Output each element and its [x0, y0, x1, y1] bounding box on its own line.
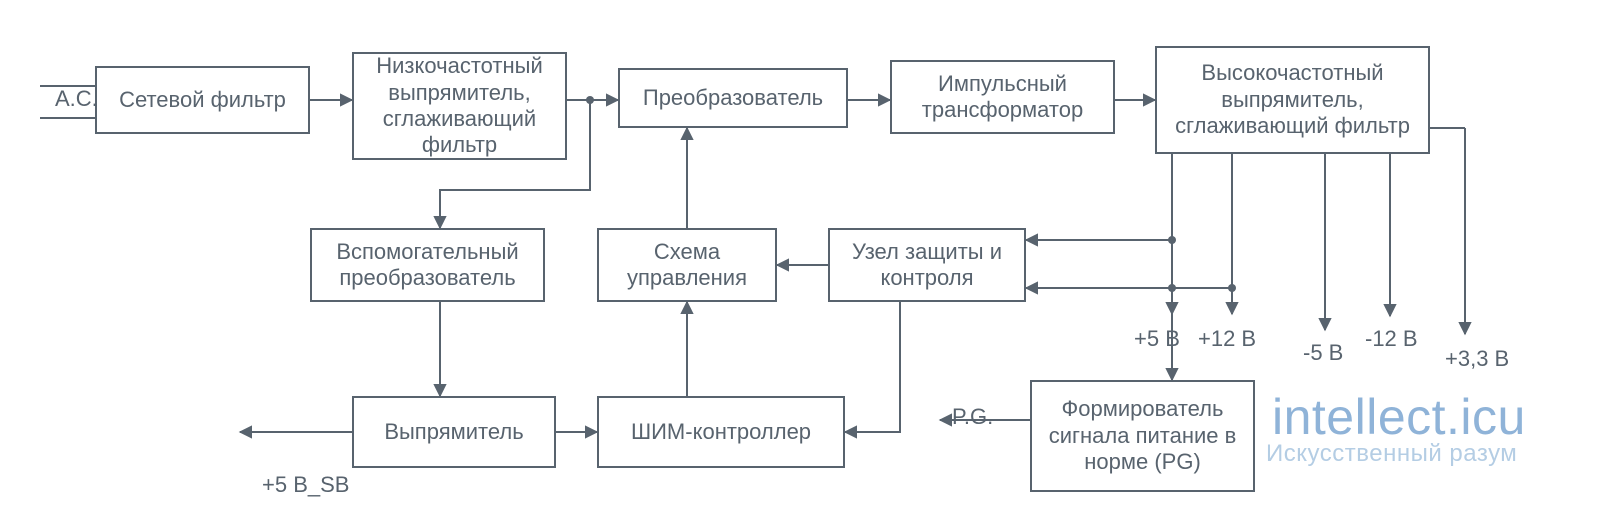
node-label: Импульсный трансформатор — [898, 71, 1107, 124]
node-label: ШИМ-контроллер — [631, 419, 811, 445]
label-ac-input: A.C. — [55, 86, 98, 112]
node-control-scheme: Схема управления — [597, 228, 777, 302]
node-label: Низкочастотный выпрямитель, сглаживающий… — [360, 53, 559, 159]
node-label: Высокочастотный выпрямитель, сглаживающи… — [1163, 60, 1422, 139]
node-label: Выпрямитель — [384, 419, 523, 445]
node-rectifier: Выпрямитель — [352, 396, 556, 468]
junction-dot — [586, 96, 594, 104]
junction-dot — [1228, 284, 1236, 292]
node-hf-rectifier: Высокочастотный выпрямитель, сглаживающи… — [1155, 46, 1430, 154]
label-plus12v: +12 B — [1198, 326, 1256, 352]
node-converter: Преобразователь — [618, 68, 848, 128]
node-pulse-transformer: Импульсный трансформатор — [890, 60, 1115, 134]
node-label: Преобразователь — [643, 85, 823, 111]
node-label: Сетевой фильтр — [119, 87, 286, 113]
label-minus12v: -12 B — [1365, 326, 1418, 352]
node-protection: Узел защиты и контроля — [828, 228, 1026, 302]
label-minus5v: -5 B — [1303, 340, 1343, 366]
node-line-filter: Сетевой фильтр — [95, 66, 310, 134]
node-lf-rectifier: Низкочастотный выпрямитель, сглаживающий… — [352, 52, 567, 160]
junction-dot — [1168, 236, 1176, 244]
node-label: Вспомогательный преобразователь — [318, 239, 537, 292]
label-pg: P.G. — [952, 404, 993, 430]
diagram-canvas: Сетевой фильтр Низкочастотный выпрямител… — [0, 0, 1617, 531]
node-label: Схема управления — [605, 239, 769, 292]
node-pwm-controller: ШИМ-контроллер — [597, 396, 845, 468]
label-3v3: +3,3 B — [1445, 346, 1509, 372]
node-label: Формирователь сигнала питание в норме (P… — [1038, 396, 1247, 475]
junction-dot — [1168, 284, 1176, 292]
node-pg-former: Формирователь сигнала питание в норме (P… — [1030, 380, 1255, 492]
label-plus5v: +5 B — [1134, 326, 1180, 352]
edge-n8-n10 — [845, 302, 900, 432]
node-label: Узел защиты и контроля — [836, 239, 1018, 292]
node-aux-converter: Вспомогательный преобразователь — [310, 228, 545, 302]
label-5v-sb: +5 B_SB — [262, 472, 349, 498]
